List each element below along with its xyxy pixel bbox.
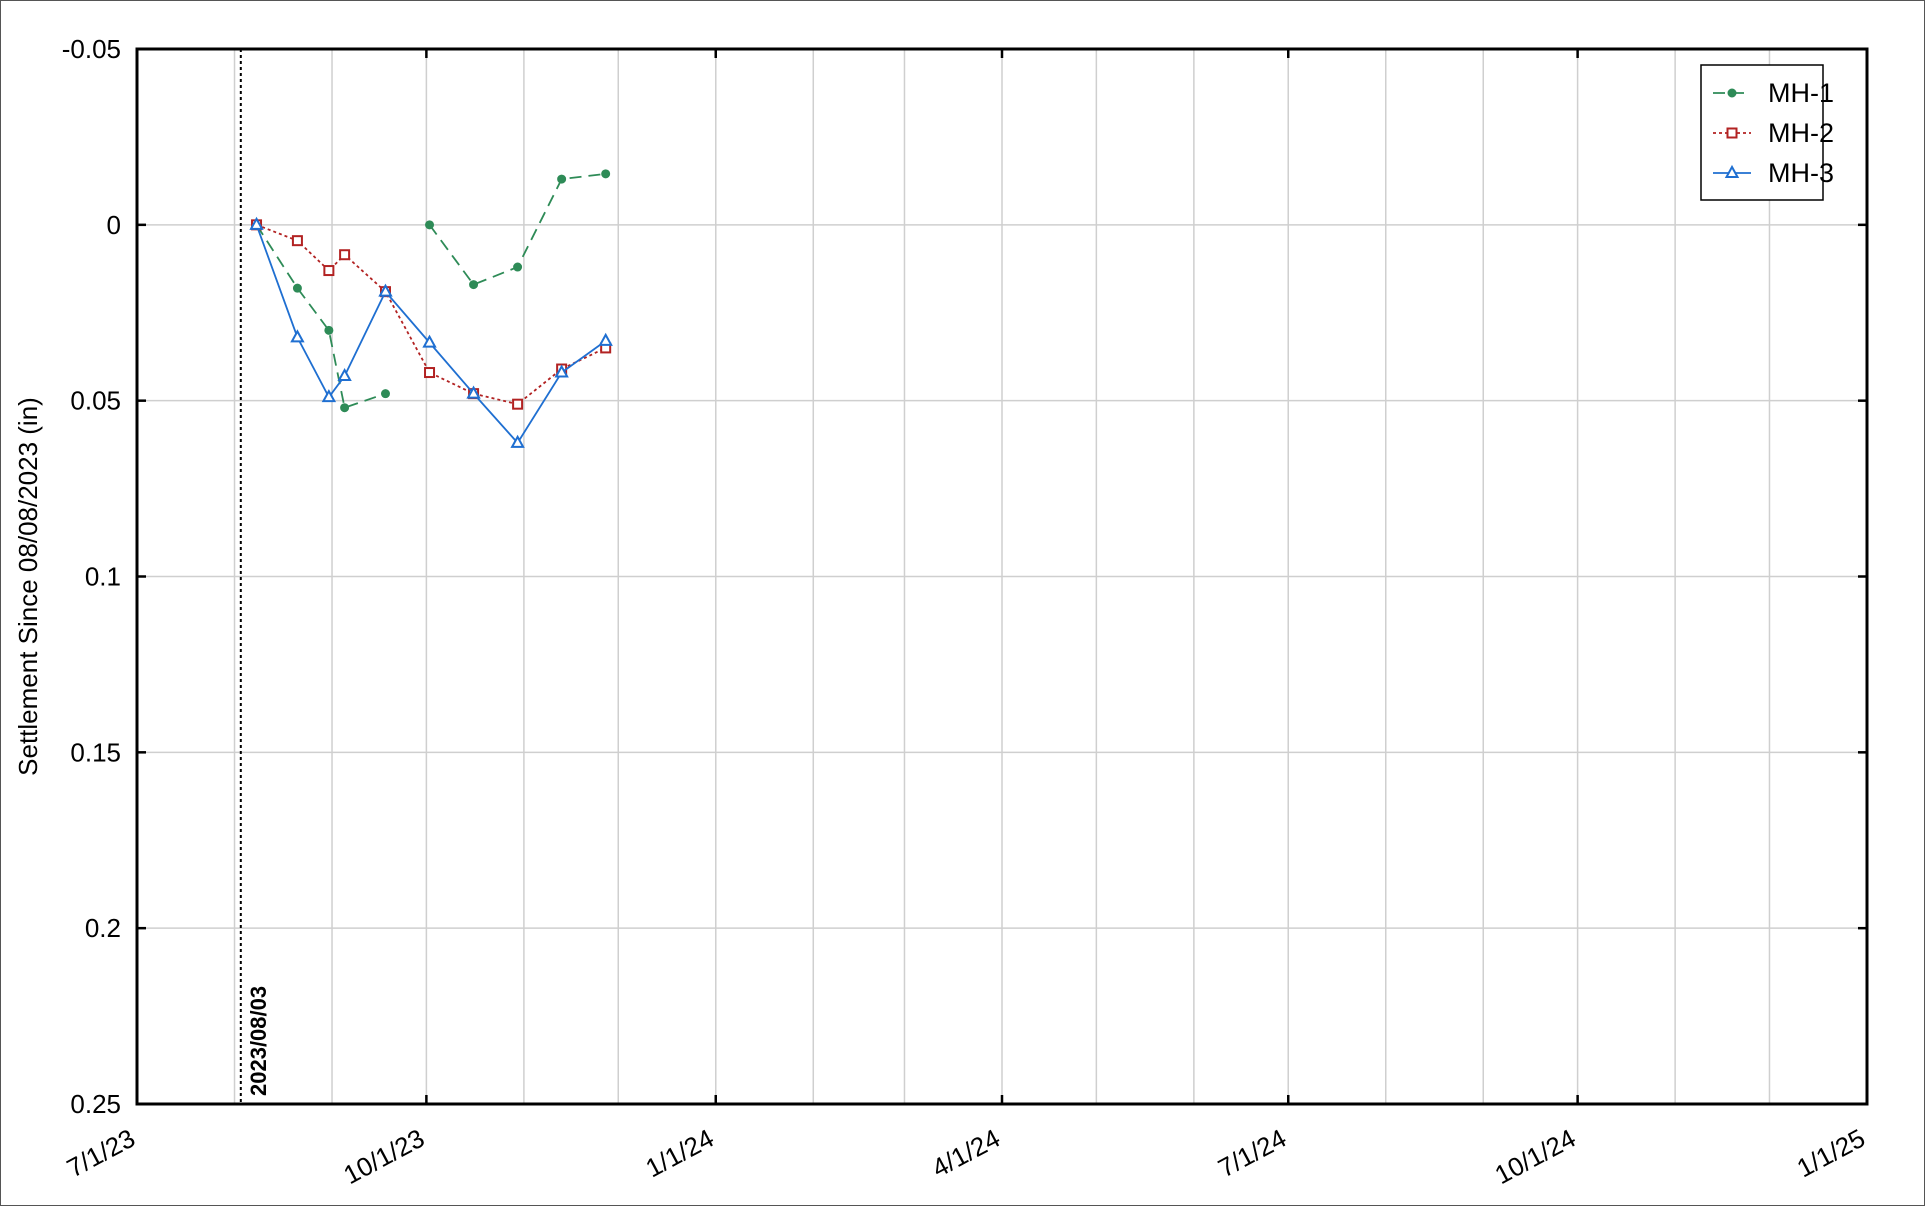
legend-marker [1724, 164, 1740, 178]
data-point [466, 385, 481, 399]
legend-label: MH-2 [1768, 118, 1834, 148]
data-point [424, 367, 436, 379]
data-point [513, 262, 523, 272]
data-point [291, 235, 303, 247]
y-tick-label: -0.05 [62, 34, 121, 64]
x-tick-label: 1/1/24 [641, 1123, 719, 1183]
data-point [598, 332, 613, 346]
legend-marker [1726, 127, 1738, 139]
legend-label: MH-3 [1768, 158, 1834, 188]
data-point [554, 364, 569, 378]
x-tick-label: 4/1/24 [927, 1123, 1005, 1183]
y-tick-label: 0.15 [70, 737, 121, 767]
annotation-label: 2023/08/03 [246, 986, 271, 1096]
data-point [292, 283, 302, 293]
series-mh-3 [249, 216, 613, 448]
data-point [378, 283, 393, 297]
data-point [601, 169, 611, 179]
legend: MH-1 MH-2 MH-3 [1700, 64, 1834, 201]
series-line [255, 224, 386, 409]
y-tick-label: 0.2 [85, 913, 121, 943]
y-tick-label: 0 [107, 210, 121, 240]
gridlines [136, 48, 1868, 1105]
data-point [249, 216, 264, 230]
data-point [510, 434, 525, 448]
data-point [324, 325, 334, 335]
x-tick-label: 7/1/23 [62, 1123, 140, 1183]
data-point [425, 220, 435, 230]
data-point [337, 367, 352, 382]
series [249, 169, 613, 448]
series-line [255, 224, 607, 445]
data-point [512, 398, 524, 410]
data-point [290, 329, 305, 343]
x-tick-label: 7/1/24 [1213, 1123, 1291, 1183]
series-line [256, 223, 607, 406]
y-tick-label: 0.1 [85, 562, 121, 592]
data-point [422, 334, 437, 348]
data-point [323, 265, 335, 277]
data-point [557, 174, 567, 184]
x-tick-label: 1/1/25 [1792, 1123, 1870, 1183]
legend-label: MH-1 [1768, 78, 1834, 108]
x-tick-label: 10/1/24 [1490, 1123, 1581, 1190]
data-point [469, 280, 479, 290]
data-point [340, 403, 350, 413]
y-tick-label: 0.05 [70, 386, 121, 416]
data-point [339, 249, 351, 261]
y-tick-label: 0.25 [70, 1089, 121, 1119]
x-tick-label: 10/1/23 [339, 1123, 430, 1190]
data-point [321, 389, 337, 403]
data-point [380, 389, 390, 399]
legend-marker [1727, 88, 1737, 98]
y-axis-title: Settlement Since 08/08/2023 (in) [13, 397, 43, 776]
annotations: 2023/08/03 [239, 49, 271, 1104]
axis-ticks: 7/1/23 10/1/23 1/1/24 4/1/24 7/1/24 10/1/24 1/… [62, 34, 1870, 1190]
